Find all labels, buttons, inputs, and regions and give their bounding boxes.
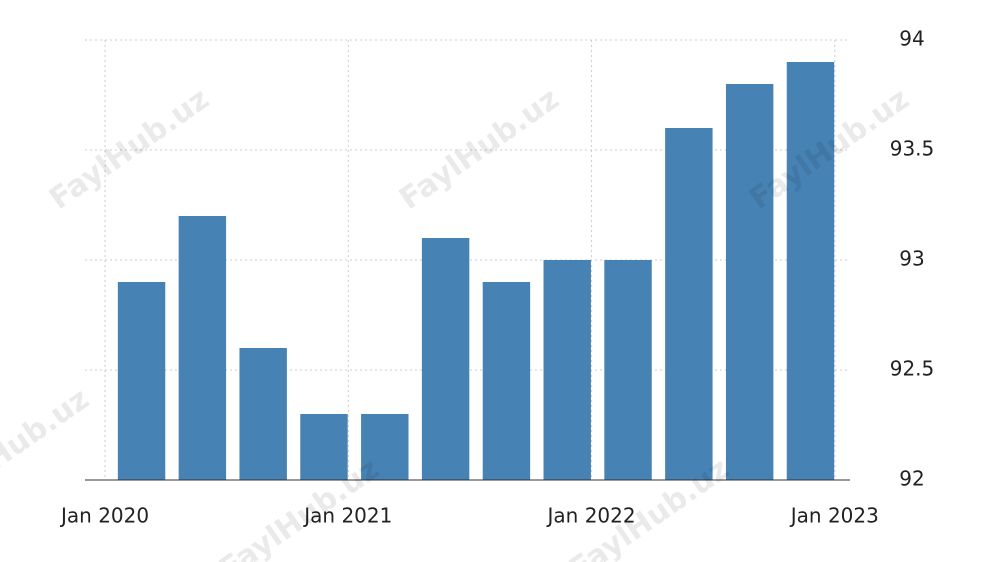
watermark: FaylHub.uz — [43, 81, 215, 216]
y-tick-label: 92.5 — [890, 357, 935, 381]
bar — [725, 84, 774, 480]
bar — [117, 282, 166, 480]
bar — [300, 414, 348, 480]
bar — [239, 348, 287, 480]
y-tick-label: 92 — [899, 467, 924, 491]
bar — [604, 260, 652, 480]
x-tick-label: Jan 2023 — [789, 504, 879, 528]
bar — [421, 238, 470, 480]
bar — [543, 260, 591, 480]
x-tick-label: Jan 2020 — [59, 504, 149, 528]
watermark: FaylHub.uz — [0, 381, 96, 516]
bar — [361, 414, 409, 480]
watermark: FaylHub.uz — [393, 81, 565, 216]
y-tick-label: 93.5 — [890, 137, 935, 161]
bar — [786, 62, 835, 480]
y-tick-label: 93 — [899, 247, 924, 271]
bar — [665, 128, 713, 480]
x-tick-label: Jan 2022 — [546, 504, 636, 528]
x-tick-label: Jan 2021 — [302, 504, 392, 528]
bar — [482, 282, 531, 480]
bar — [178, 216, 227, 480]
y-tick-label: 94 — [899, 27, 924, 51]
